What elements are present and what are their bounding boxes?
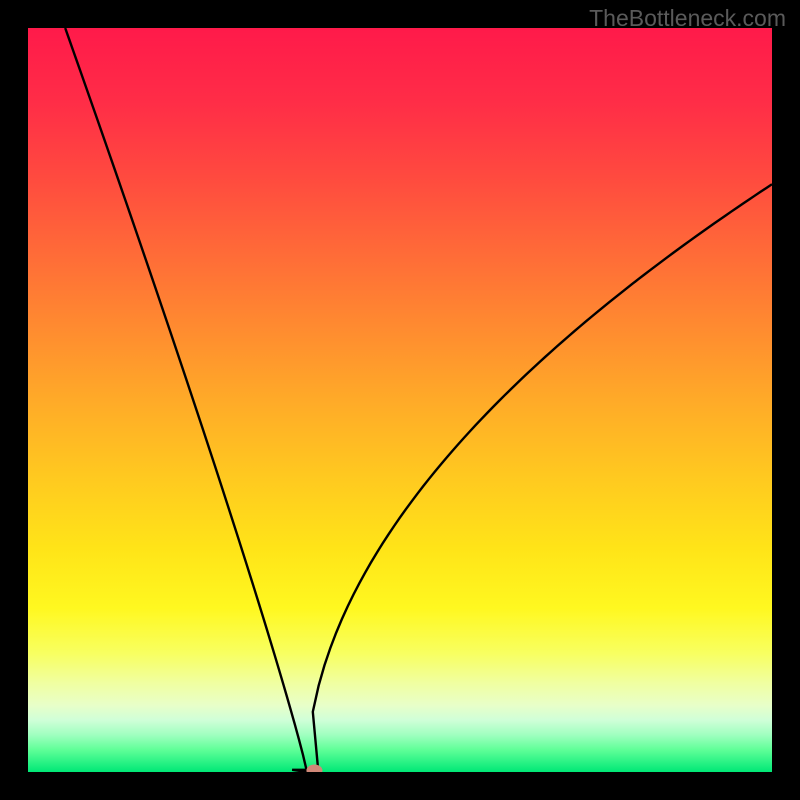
chart-background <box>28 28 772 772</box>
watermark-text: TheBottleneck.com <box>589 5 786 32</box>
chart-svg <box>28 28 772 772</box>
bottleneck-chart <box>28 28 772 772</box>
